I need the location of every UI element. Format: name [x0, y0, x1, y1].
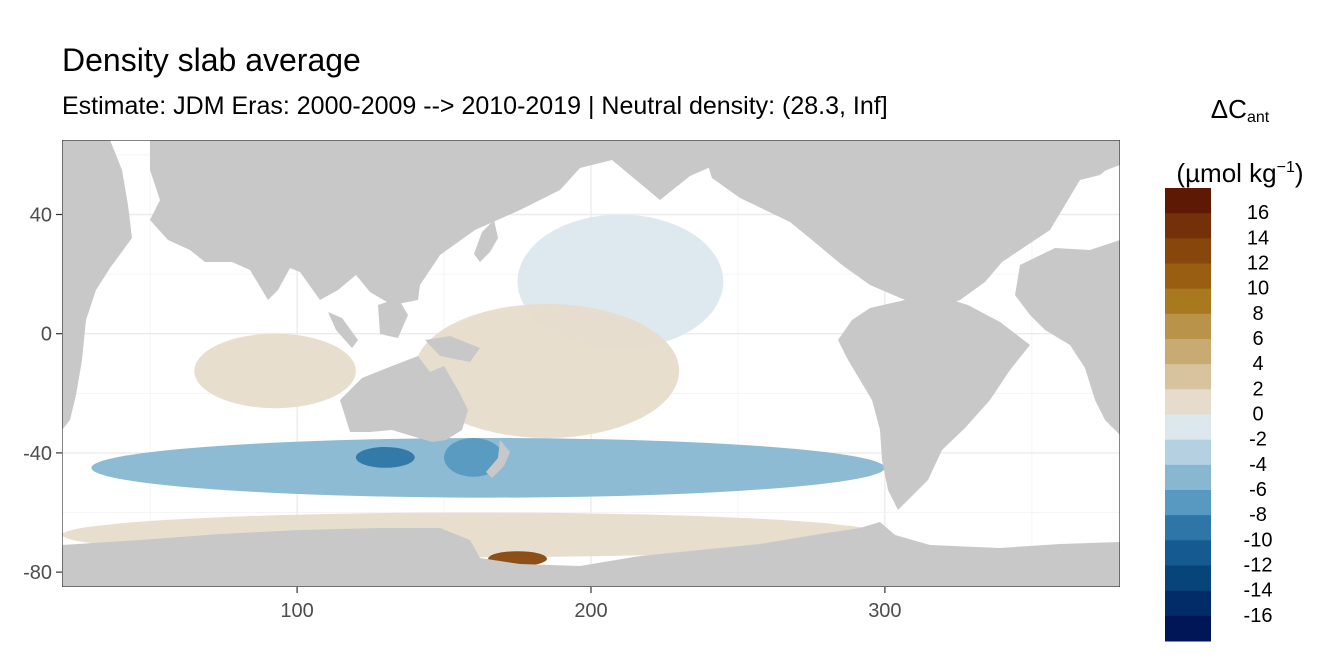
- legend-swatch: [1165, 364, 1211, 390]
- legend-swatch: [1165, 464, 1211, 491]
- legend-swatch: [1165, 339, 1211, 365]
- legend-label: -8: [1249, 504, 1267, 526]
- legend-unit-suffix: ): [1294, 158, 1304, 188]
- y-tick-label: 40: [30, 205, 52, 227]
- x-tick-label: 300: [868, 600, 901, 622]
- land-eurasia: [150, 140, 740, 305]
- legend-swatch: [1165, 188, 1211, 214]
- legend-label: -10: [1244, 529, 1273, 551]
- legend-title: ΔCant (µmol kg−1): [1150, 84, 1330, 198]
- legend-label: -2: [1249, 429, 1267, 451]
- legend-label: 12: [1247, 253, 1269, 275]
- legend-label: 10: [1247, 278, 1269, 300]
- legend-label: 16: [1247, 202, 1269, 224]
- land-antarctica: [62, 522, 1120, 587]
- y-tick-label: -40: [23, 443, 52, 465]
- legend-label: -12: [1244, 555, 1273, 577]
- land-south-america: [838, 295, 1030, 510]
- legend-swatch: [1165, 490, 1211, 516]
- legend-label: 14: [1247, 227, 1269, 249]
- region-south-australia-minimum: [355, 446, 415, 468]
- land-west-africa: [1015, 240, 1120, 435]
- legend-label: 4: [1252, 353, 1263, 375]
- land-new-guinea: [425, 336, 480, 362]
- legend-label: -4: [1249, 454, 1267, 476]
- legend-label: -14: [1244, 580, 1273, 602]
- legend-swatch: [1165, 439, 1211, 466]
- legend-label: 2: [1252, 378, 1263, 400]
- land-sumatra: [328, 312, 358, 348]
- legend-title-sub: ant: [1246, 109, 1270, 126]
- legend-swatch: [1165, 313, 1211, 340]
- legend-swatch: [1165, 590, 1211, 617]
- land-north-america: [700, 140, 1120, 310]
- land-africa: [62, 140, 132, 430]
- y-tick-label: -80: [23, 562, 52, 584]
- legend-label: 6: [1252, 328, 1263, 350]
- legend-label: 0: [1252, 404, 1263, 426]
- land-borneo: [378, 298, 408, 338]
- legend-swatch: [1165, 540, 1211, 566]
- region-central-pacific-positive: [414, 303, 680, 439]
- x-tick-label: 200: [574, 600, 607, 622]
- chart-subtitle: Estimate: JDM Eras: 2000-2009 --> 2010-2…: [62, 92, 888, 120]
- region-tasman-negative-patch: [444, 438, 503, 477]
- legend-swatch: [1165, 414, 1211, 441]
- chart-title: Density slab average: [62, 42, 361, 78]
- legend-swatch: [1165, 288, 1211, 315]
- land-australia: [340, 356, 468, 442]
- region-indian-ocean-positive: [194, 333, 356, 409]
- legend-swatch: [1165, 615, 1211, 642]
- legend-label: -6: [1249, 479, 1267, 501]
- y-tick-label: 0: [41, 324, 52, 346]
- land-new-zealand: [486, 440, 510, 478]
- legend-swatch: [1165, 389, 1211, 415]
- legend-swatch: [1165, 515, 1211, 541]
- legend-swatch: [1165, 238, 1211, 264]
- legend-unit-prefix: (µmol kg: [1176, 158, 1277, 188]
- legend-title-main: ΔC: [1210, 94, 1247, 124]
- legend-unit-sup: −1: [1276, 159, 1295, 176]
- legend-label: 8: [1252, 303, 1263, 325]
- land-greenland: [1040, 140, 1120, 180]
- legend-swatch: [1165, 213, 1211, 239]
- legend-swatch: [1165, 565, 1211, 592]
- legend-label: -16: [1244, 605, 1273, 627]
- land-japan: [474, 220, 498, 262]
- x-tick-label: 100: [280, 600, 313, 622]
- legend-swatch: [1165, 263, 1211, 290]
